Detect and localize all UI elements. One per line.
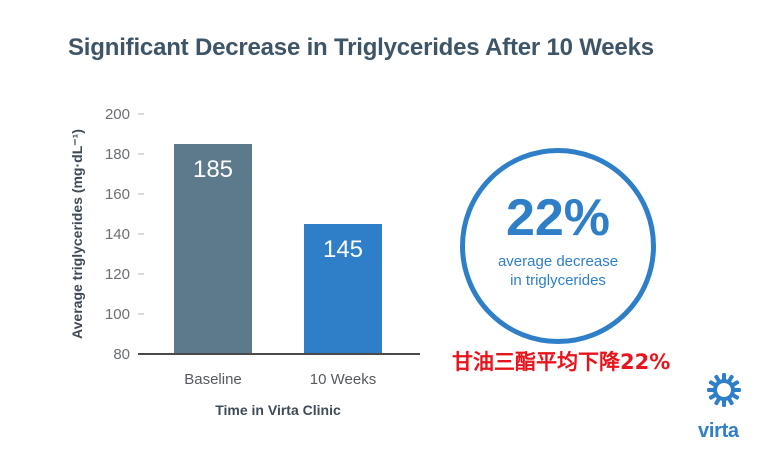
y-tick-label: 160	[105, 186, 130, 203]
x-axis-labels: Baseline 10 Weeks	[184, 371, 376, 388]
virta-logo: virta	[694, 372, 754, 444]
y-tick-label: 80	[113, 346, 130, 363]
y-tick-label: 140	[105, 226, 130, 243]
y-tick-label: 120	[105, 266, 130, 283]
bar-value-label: 185	[193, 156, 233, 183]
bar-value-label: 145	[323, 236, 363, 263]
bar	[304, 224, 382, 354]
y-tick-label: 100	[105, 306, 130, 323]
stat-value: 22%	[505, 189, 611, 247]
stat-caption-line-2: in triglycerides	[510, 272, 606, 289]
y-tick-label: 200	[105, 106, 130, 123]
y-tick-label: 180	[105, 146, 130, 163]
stat-caption: average decrease in triglycerides	[498, 252, 618, 290]
stat-caption-line-1: average decrease	[497, 253, 619, 270]
virta-sun-icon	[707, 373, 741, 407]
y-axis: 80 100 120 140 160 180 200	[105, 106, 144, 363]
logo-text: virta	[698, 420, 739, 442]
stat-circle: 22% average decrease in triglycerides	[460, 148, 656, 344]
y-axis-title: Average triglycerides (mg·dL⁻¹)	[69, 129, 85, 339]
bar	[174, 144, 252, 354]
chinese-caption: 甘油三酯平均下降22%	[452, 350, 671, 374]
chart-title: Significant Decrease in Triglycerides Af…	[68, 34, 654, 61]
bars: 185 145	[174, 144, 382, 354]
x-tick-label: 10 Weeks	[310, 371, 376, 388]
x-tick-label: Baseline	[184, 371, 242, 388]
x-axis-title: Time in Virta Clinic	[215, 402, 341, 418]
